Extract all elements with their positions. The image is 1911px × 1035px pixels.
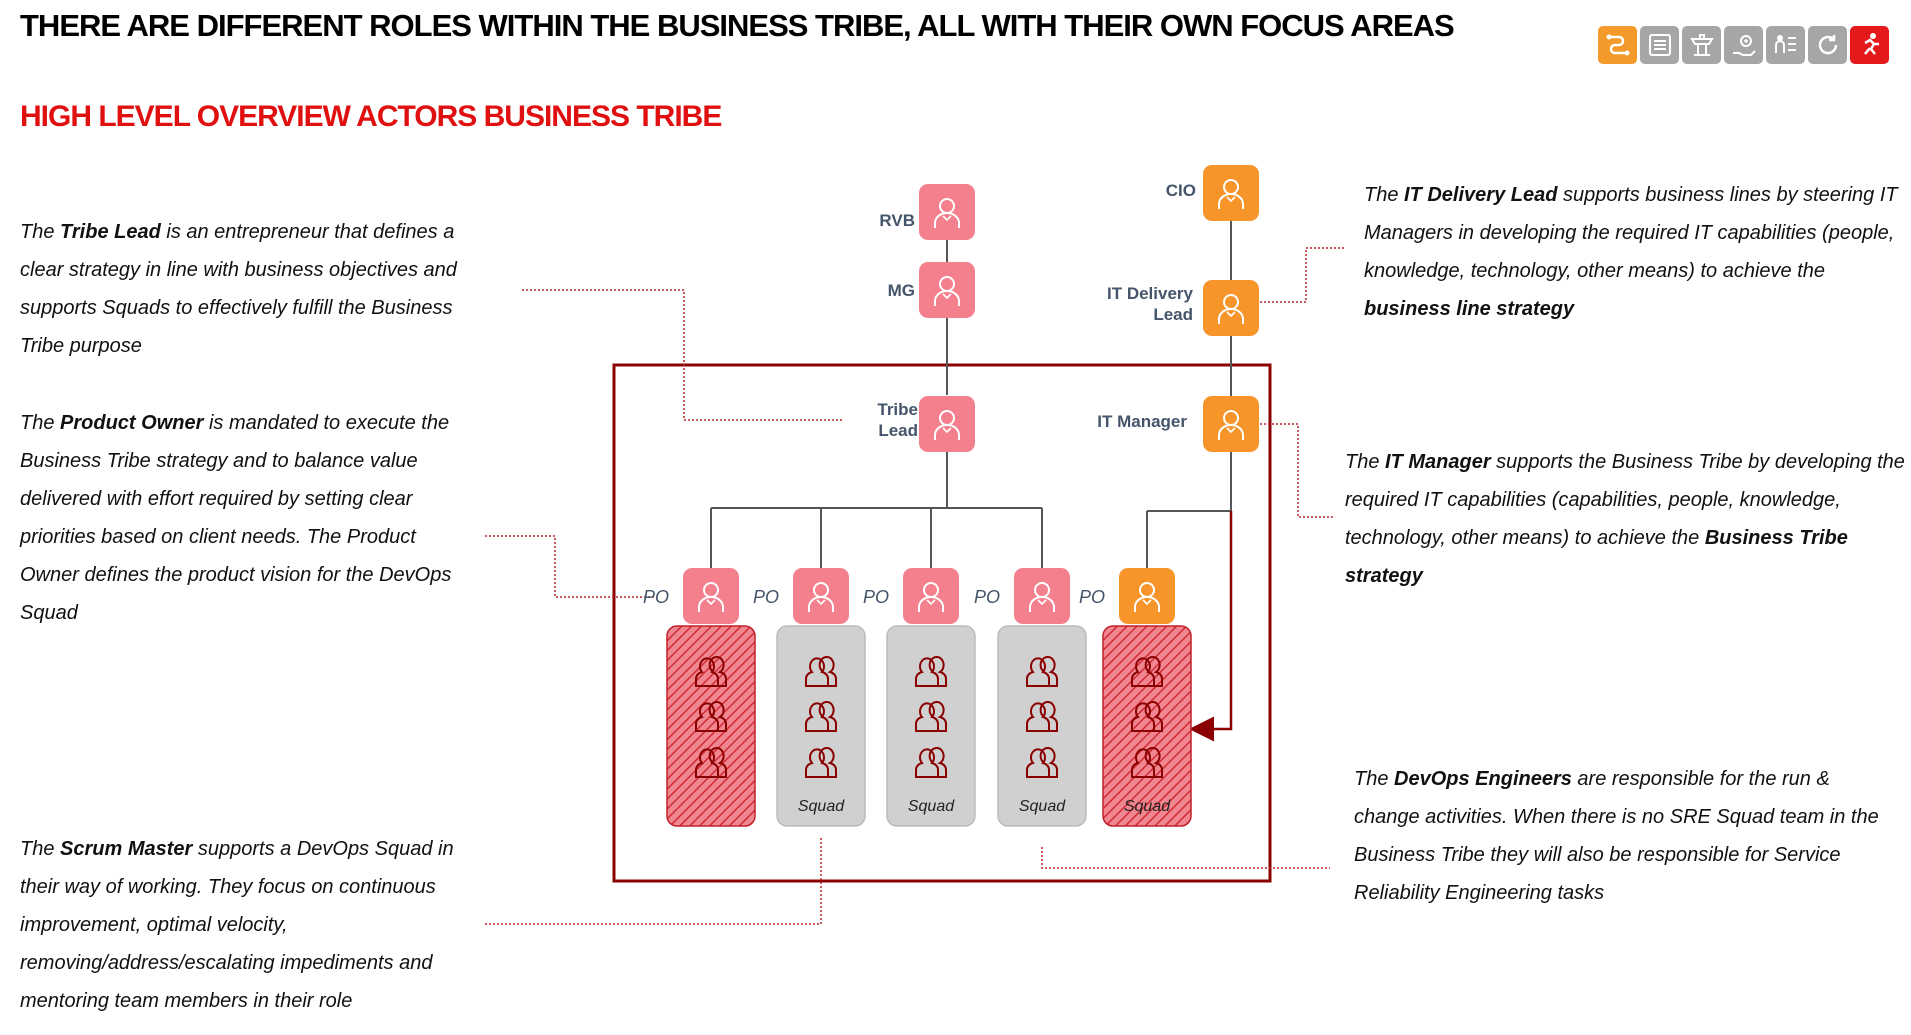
po-label: PO xyxy=(753,587,779,607)
cio-label: CIO xyxy=(1166,181,1196,200)
it-delivery-lead-label-line1: IT Delivery xyxy=(1107,284,1194,303)
section-title: HIGH LEVEL OVERVIEW ACTORS BUSINESS TRIB… xyxy=(20,100,722,133)
squad-column: PO xyxy=(643,568,756,827)
business-tribe-boundary xyxy=(612,363,1272,883)
squad-label: Squad xyxy=(1019,798,1066,815)
po-label: PO xyxy=(863,587,889,607)
po-icon xyxy=(1119,568,1175,624)
po-icon xyxy=(683,568,739,624)
it-delivery-lead-icon xyxy=(1203,280,1259,336)
org-connectors xyxy=(710,221,1232,568)
rvb-icon xyxy=(919,184,975,240)
cio-icon xyxy=(1203,165,1259,221)
tribe-lead-description: The Tribe Lead is an entrepreneur that d… xyxy=(20,221,457,357)
process-icon[interactable] xyxy=(1598,26,1637,64)
it-delivery-lead-label-line2: Lead xyxy=(1153,305,1193,324)
product-owner-description: The Product Owner is mandated to execute… xyxy=(20,412,452,624)
callout-lines xyxy=(485,247,1345,925)
people-checklist-icon[interactable] xyxy=(1766,26,1805,64)
section-nav xyxy=(1598,26,1889,64)
list-icon[interactable] xyxy=(1640,26,1679,64)
po-label: PO xyxy=(1079,587,1105,607)
squad-label: Squad xyxy=(798,798,845,815)
scrum-master-description: The Scrum Master supports a DevOps Squad… xyxy=(20,838,454,1012)
po-icon xyxy=(903,568,959,624)
squad-box xyxy=(776,625,866,827)
po-icon xyxy=(793,568,849,624)
squad-box xyxy=(886,625,976,827)
tribe-lead-icon xyxy=(919,396,975,452)
tower-icon[interactable] xyxy=(1682,26,1721,64)
squad-column: PO Squad xyxy=(863,568,976,827)
squad-column: PO Squad xyxy=(974,568,1087,827)
mg-label: MG xyxy=(888,281,915,300)
actors xyxy=(919,165,1259,452)
squad-label: Squad xyxy=(908,798,955,815)
squad-box xyxy=(997,625,1087,827)
tribe-lead-label-line1: Tribe xyxy=(877,400,918,419)
cycle-icon[interactable] xyxy=(1808,26,1847,64)
po-label: PO xyxy=(643,587,669,607)
it-manager-label: IT Manager xyxy=(1097,412,1187,431)
squad-box xyxy=(666,625,756,827)
page-title: THERE ARE DIFFERENT ROLES WITHIN THE BUS… xyxy=(20,8,1455,43)
devops-engineers-description: The DevOps Engineers are responsible for… xyxy=(1354,768,1879,904)
it-manager-arrow xyxy=(1189,511,1233,742)
squad-column: PO Squad xyxy=(1079,568,1192,827)
run-icon[interactable] xyxy=(1850,26,1889,64)
squad-column: PO Squad xyxy=(753,568,866,827)
it-manager-icon xyxy=(1203,396,1259,452)
mg-icon xyxy=(919,262,975,318)
it-delivery-lead-description: The IT Delivery Lead supports business l… xyxy=(1364,184,1898,320)
squad-label: Squad xyxy=(1124,798,1171,815)
tribe-lead-label-line2: Lead xyxy=(878,421,918,440)
squads: PO PO Squad PO Squad PO Squad PO Squad xyxy=(643,568,1192,827)
hand-gear-icon[interactable] xyxy=(1724,26,1763,64)
po-label: PO xyxy=(974,587,1000,607)
po-icon xyxy=(1014,568,1070,624)
squad-box xyxy=(1102,625,1192,827)
rvb-label: RVB xyxy=(879,211,915,230)
it-manager-description: The IT Manager supports the Business Tri… xyxy=(1345,451,1905,587)
